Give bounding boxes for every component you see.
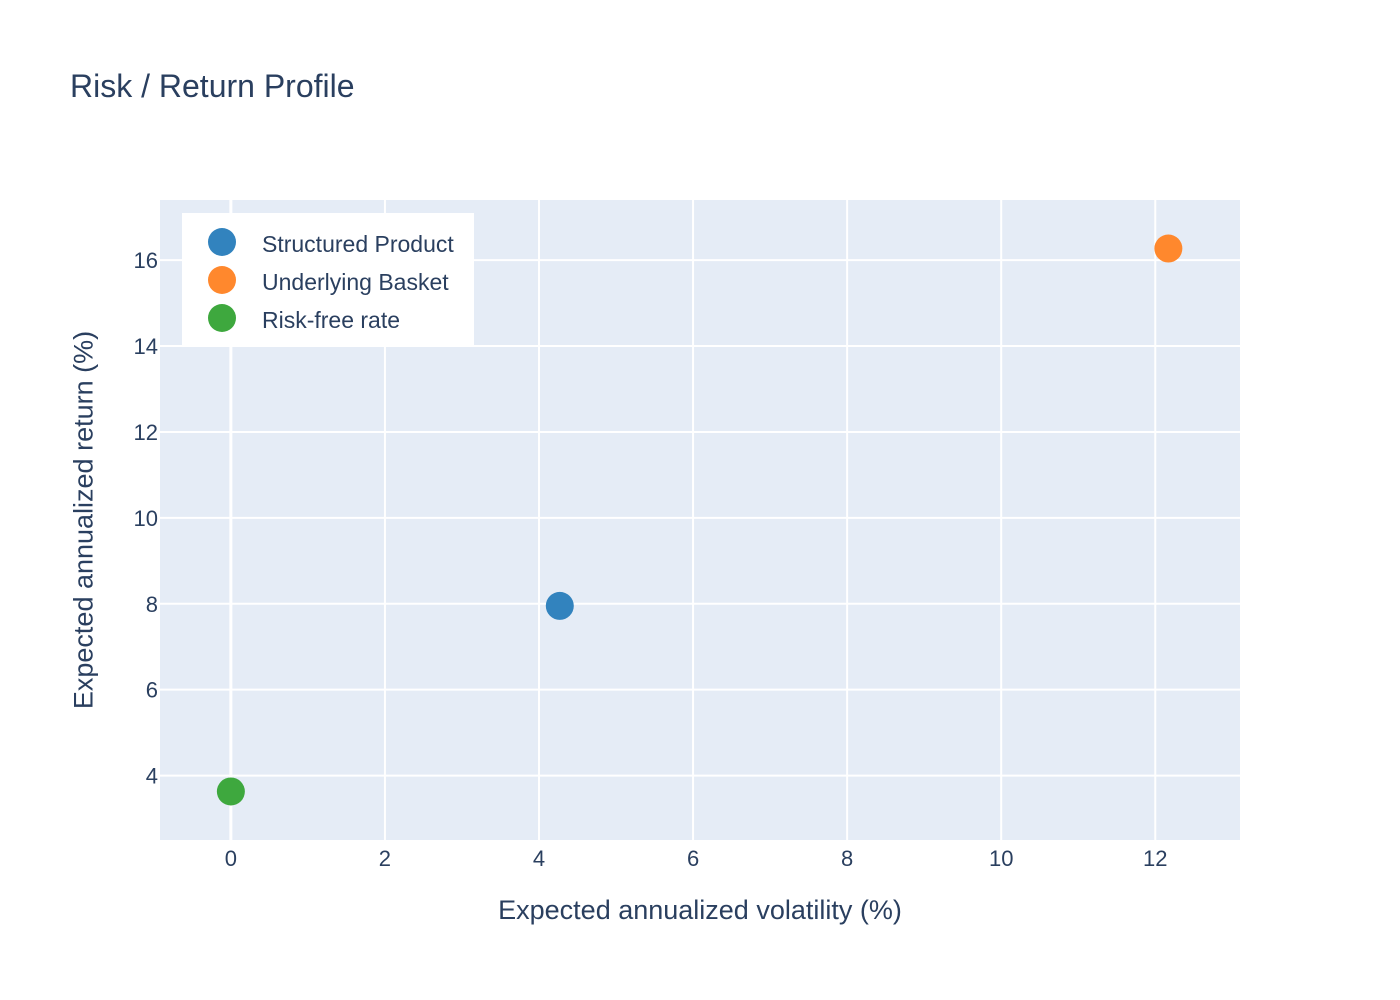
- data-points: [216, 234, 1183, 806]
- legend: Structured Product Underlying Basket Risk-…: [182, 213, 474, 346]
- legend-marker-icon: [208, 228, 236, 256]
- x-tick-label: 4: [533, 846, 545, 871]
- data-point[interactable]: [1154, 234, 1183, 263]
- y-axis-title: Expected annualized return (%): [68, 330, 99, 710]
- legend-label: Underlying Basket: [262, 269, 449, 295]
- x-tick-label: 8: [841, 846, 853, 871]
- y-tick-label: 12: [134, 420, 158, 445]
- grid-lines: [160, 200, 1240, 840]
- y-tick-label: 4: [146, 764, 158, 789]
- y-tick-label: 14: [134, 334, 158, 359]
- y-tick-label: 16: [134, 248, 158, 273]
- data-point[interactable]: [545, 591, 574, 620]
- legend-item[interactable]: Underlying Basket: [182, 261, 474, 299]
- legend-item[interactable]: Structured Product: [182, 223, 474, 261]
- tick-labels: 0 2 4 6 8 10 12 4 6 8 10 12 14 16: [134, 248, 1168, 871]
- x-tick-label: 0: [225, 846, 237, 871]
- y-tick-label: 10: [134, 506, 158, 531]
- x-axis-title: Expected annualized volatility (%): [498, 895, 902, 925]
- legend-item[interactable]: Risk-free rate: [182, 299, 474, 337]
- x-tick-label: 12: [1143, 846, 1167, 871]
- legend-marker-icon: [208, 304, 236, 332]
- x-tick-label: 10: [989, 846, 1013, 871]
- y-tick-label: 8: [146, 592, 158, 617]
- y-tick-label: 6: [146, 678, 158, 703]
- data-point[interactable]: [216, 777, 245, 806]
- x-tick-label: 2: [379, 846, 391, 871]
- chart-title: Risk / Return Profile: [70, 68, 355, 104]
- legend-label: Risk-free rate: [262, 307, 401, 333]
- x-tick-label: 6: [687, 846, 699, 871]
- legend-marker-icon: [208, 266, 236, 294]
- legend-label: Structured Product: [262, 231, 454, 257]
